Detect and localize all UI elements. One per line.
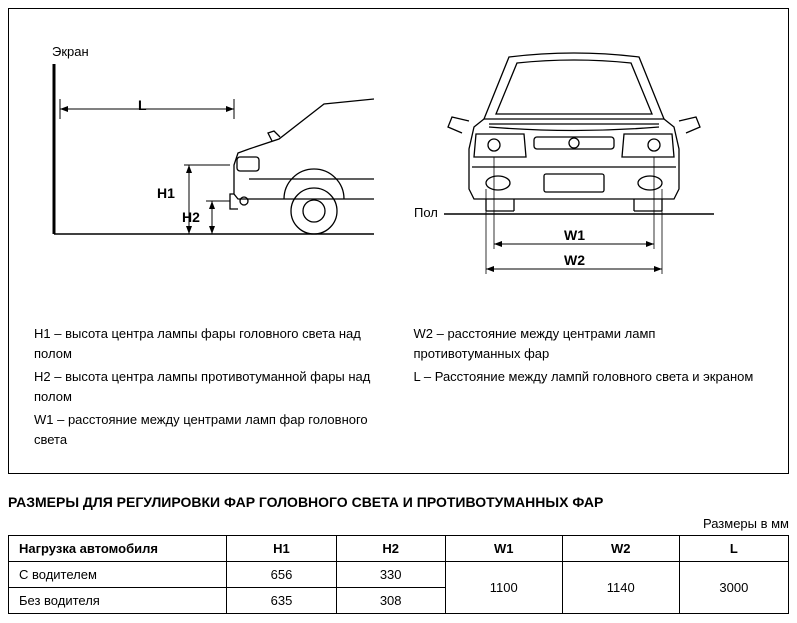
table-row: С водителем656330110011403000	[9, 562, 789, 588]
W2-label: W2	[564, 252, 585, 268]
W1-label: W1	[564, 227, 585, 243]
units-label: Размеры в мм	[8, 516, 789, 531]
H2-label: H2	[182, 209, 200, 225]
table-cell: 330	[336, 562, 445, 588]
table-header-row: Нагрузка автомобиляH1H2W1W2L	[9, 536, 789, 562]
dimensions-table: Нагрузка автомобиляH1H2W1W2L С водителем…	[8, 535, 789, 614]
table-header-cell: H2	[336, 536, 445, 562]
legend-H1: H1 – высота центра лампы фары головного …	[34, 324, 384, 363]
H1-label: H1	[157, 185, 175, 201]
legend-L: L – Расстояние между лампй головного све…	[414, 367, 764, 387]
table-cell: 3000	[679, 562, 788, 614]
floor-label: Пол	[414, 205, 438, 220]
legend-col-right: W2 – расстояние между центрами ламп прот…	[414, 324, 764, 453]
table-cell: С водителем	[9, 562, 227, 588]
legend-col-left: H1 – высота центра лампы фары головного …	[34, 324, 384, 453]
table-cell: 656	[227, 562, 336, 588]
legend-W2: W2 – расстояние между центрами ламп прот…	[414, 324, 764, 363]
table-header-cell: W2	[562, 536, 679, 562]
table-cell: 1140	[562, 562, 679, 614]
legend-H2: H2 – высота центра лампы противотуманной…	[34, 367, 384, 406]
side-view-svg	[34, 39, 374, 269]
car-side-outline	[230, 99, 374, 234]
table-cell: 635	[227, 588, 336, 614]
section-title: РАЗМЕРЫ ДЛЯ РЕГУЛИРОВКИ ФАР ГОЛОВНОГО СВ…	[8, 494, 789, 510]
legend: H1 – высота центра лампы фары головного …	[34, 324, 763, 453]
diagram-row: Экран	[34, 39, 763, 299]
table-cell: Без водителя	[9, 588, 227, 614]
table-header-cell: W1	[445, 536, 562, 562]
L-label: L	[138, 97, 147, 113]
car-front-outline	[448, 53, 700, 211]
table-cell: 308	[336, 588, 445, 614]
table-header-cell: Нагрузка автомобиля	[9, 536, 227, 562]
front-view-diagram: Пол W1 W2	[414, 39, 763, 299]
legend-W1: W1 – расстояние между центрами ламп фар …	[34, 410, 384, 449]
table-header-cell: L	[679, 536, 788, 562]
table-cell: 1100	[445, 562, 562, 614]
screen-label: Экран	[52, 44, 89, 59]
table-header-cell: H1	[227, 536, 336, 562]
side-view-diagram: Экран	[34, 39, 374, 299]
diagram-frame: Экран	[8, 8, 789, 474]
